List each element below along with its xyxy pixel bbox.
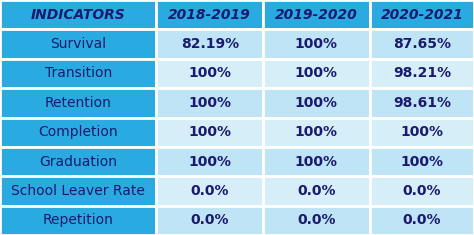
Bar: [370, 176, 474, 206]
Bar: [370, 0, 474, 29]
Text: 0.0%: 0.0%: [297, 213, 336, 227]
Bar: [156, 0, 263, 29]
Text: 100%: 100%: [188, 96, 231, 110]
Bar: [0, 118, 156, 147]
Text: 87.65%: 87.65%: [393, 37, 451, 51]
Text: 100%: 100%: [295, 67, 338, 80]
Text: Completion: Completion: [38, 125, 118, 139]
Bar: [370, 59, 474, 88]
Text: 100%: 100%: [188, 125, 231, 139]
Text: 100%: 100%: [295, 37, 338, 51]
Bar: [0, 147, 156, 176]
Text: 2018-2019: 2018-2019: [168, 8, 251, 22]
Bar: [156, 88, 263, 118]
Bar: [156, 118, 263, 147]
Bar: [370, 88, 474, 118]
Bar: [370, 147, 474, 176]
Text: 100%: 100%: [295, 155, 338, 168]
Bar: [263, 118, 370, 147]
Bar: [0, 88, 156, 118]
Text: 100%: 100%: [295, 125, 338, 139]
Bar: [263, 29, 370, 59]
Bar: [263, 206, 370, 235]
Bar: [370, 206, 474, 235]
Text: 2019-2020: 2019-2020: [275, 8, 358, 22]
Text: 100%: 100%: [188, 155, 231, 168]
Text: Graduation: Graduation: [39, 155, 117, 168]
Bar: [370, 118, 474, 147]
Text: 0.0%: 0.0%: [297, 184, 336, 198]
Bar: [263, 0, 370, 29]
Text: School Leaver Rate: School Leaver Rate: [11, 184, 145, 198]
Text: 82.19%: 82.19%: [181, 37, 239, 51]
Bar: [0, 59, 156, 88]
Text: 100%: 100%: [401, 155, 443, 168]
Text: Survival: Survival: [50, 37, 106, 51]
Text: Retention: Retention: [45, 96, 112, 110]
Bar: [370, 29, 474, 59]
Bar: [263, 147, 370, 176]
Bar: [156, 59, 263, 88]
Bar: [263, 59, 370, 88]
Text: 100%: 100%: [295, 96, 338, 110]
Bar: [156, 176, 263, 206]
Bar: [263, 176, 370, 206]
Text: 98.61%: 98.61%: [393, 96, 451, 110]
Text: 2020-2021: 2020-2021: [381, 8, 463, 22]
Text: 0.0%: 0.0%: [191, 213, 229, 227]
Text: Repetition: Repetition: [43, 213, 114, 227]
Text: Transition: Transition: [45, 67, 112, 80]
Bar: [156, 206, 263, 235]
Text: 0.0%: 0.0%: [402, 213, 441, 227]
Bar: [156, 147, 263, 176]
Bar: [263, 88, 370, 118]
Text: 100%: 100%: [188, 67, 231, 80]
Bar: [0, 29, 156, 59]
Text: 98.21%: 98.21%: [393, 67, 451, 80]
Text: 100%: 100%: [401, 125, 443, 139]
Bar: [0, 206, 156, 235]
Text: 0.0%: 0.0%: [402, 184, 441, 198]
Bar: [156, 29, 263, 59]
Bar: [0, 0, 156, 29]
Text: INDICATORS: INDICATORS: [31, 8, 126, 22]
Text: 0.0%: 0.0%: [191, 184, 229, 198]
Bar: [0, 176, 156, 206]
